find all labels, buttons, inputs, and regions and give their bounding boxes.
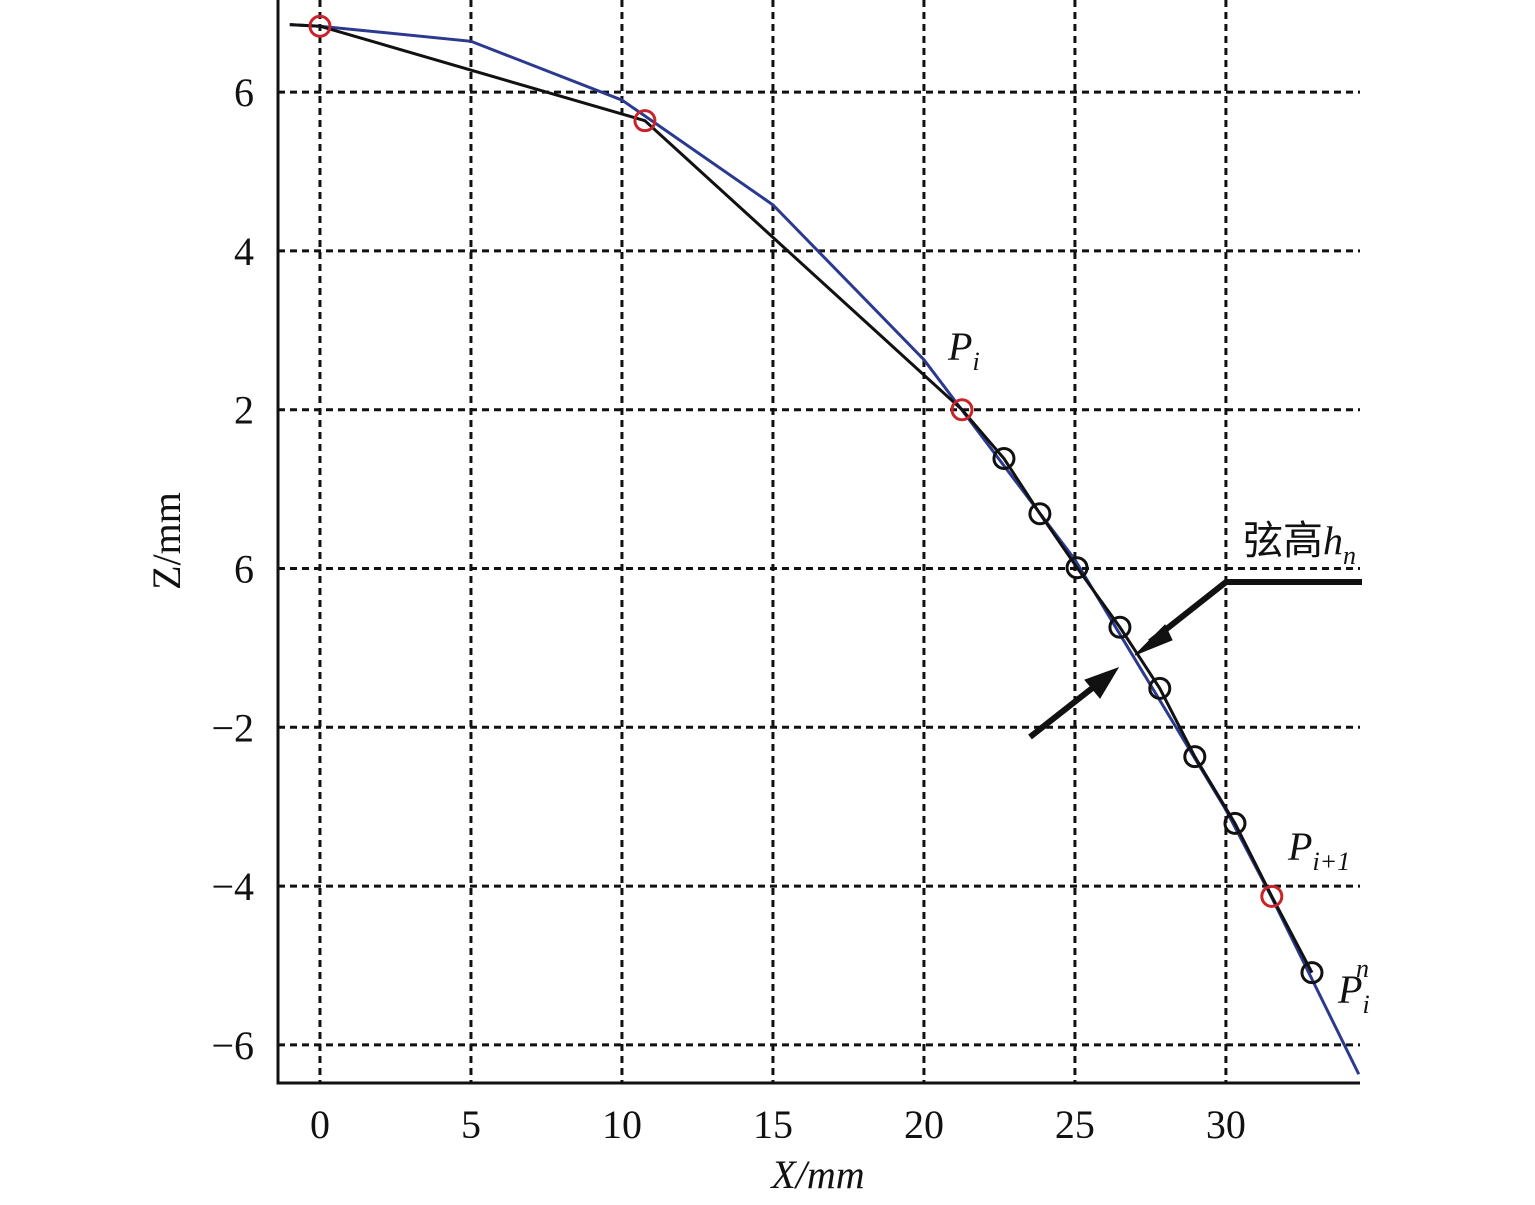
- line: [289, 23, 1314, 974]
- marker: [1065, 556, 1089, 580]
- marker: [1300, 961, 1324, 985]
- annotation: Pin: [1337, 954, 1370, 1019]
- y-axis-label: Z/mm: [144, 492, 189, 590]
- y-tick-label: 2: [234, 388, 254, 433]
- y-tick-label: 6: [234, 70, 254, 115]
- marker: [1108, 615, 1132, 639]
- leader-line: [1148, 579, 1362, 645]
- y-tick-label: −6: [211, 1023, 254, 1068]
- leader-line: [1028, 679, 1102, 740]
- x-tick-label: 10: [602, 1102, 642, 1147]
- x-tick-label: 30: [1206, 1102, 1246, 1147]
- x-tick-label: 0: [310, 1102, 330, 1147]
- x-tick-label: 5: [461, 1102, 481, 1147]
- x-tick-label: 25: [1055, 1102, 1095, 1147]
- annotation-main: 弦高: [1243, 518, 1323, 563]
- arrow-head: [1084, 667, 1120, 699]
- x-tick-label: 15: [753, 1102, 793, 1147]
- line: [289, 23, 1361, 1075]
- chord-height-arrows: [1028, 579, 1362, 740]
- arrow-head: [1134, 624, 1173, 656]
- annotation-sub: n: [1343, 541, 1356, 570]
- annotation: Pi: [947, 324, 980, 376]
- marker: [1223, 811, 1247, 835]
- marker: [992, 447, 1016, 471]
- marker: [1260, 884, 1284, 908]
- annotation-sub: i: [1362, 990, 1369, 1019]
- marker: [1148, 676, 1172, 700]
- annotation-sub: i+1: [1312, 847, 1350, 876]
- plot-area: 0 5 10 15 20 25 30 6 4 2 6 −2 −4 −6: [211, 0, 1361, 1147]
- marker: [1183, 745, 1207, 769]
- annotation: 弦高hn: [1243, 518, 1356, 570]
- annotation-main: P: [947, 324, 972, 369]
- annotation-sup: n: [1356, 954, 1369, 983]
- marker: [308, 14, 332, 38]
- marker: [1028, 502, 1052, 526]
- x-axis-label: X/mm: [769, 1152, 864, 1197]
- annotation-main: P: [1337, 967, 1362, 1012]
- marker: [633, 109, 657, 133]
- annotation-italic: h: [1323, 518, 1343, 563]
- marker: [950, 398, 974, 422]
- y-tick-label: 4: [234, 229, 254, 274]
- y-tick-label: −2: [211, 705, 254, 750]
- y-tick-label: −4: [211, 864, 254, 909]
- annotation-sub: i: [972, 347, 979, 376]
- axes: [276, 0, 1360, 1085]
- y-tick-label: 6: [234, 546, 254, 591]
- x-tick-label: 20: [904, 1102, 944, 1147]
- annotation-main: P: [1287, 824, 1312, 869]
- annotation: Pi+1: [1287, 824, 1350, 876]
